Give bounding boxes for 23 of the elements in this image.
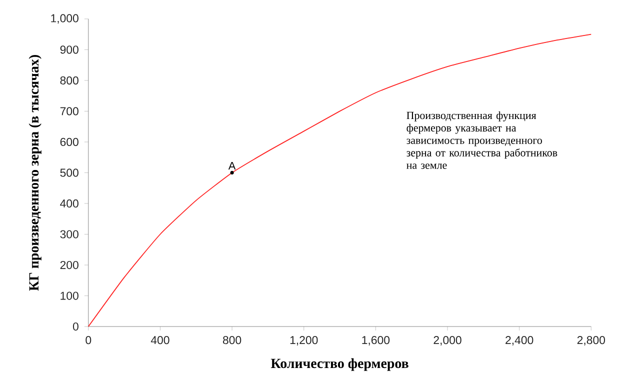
y-tick-label: 700 [60,107,78,116]
y-axis-title: КГ произведенного зерна (в тысячах) [28,54,42,291]
y-tick-label: 900 [60,46,78,54]
x-tick-label: 1,600 [362,336,390,346]
x-tick-label: 800 [222,336,242,344]
y-tick-label: 400 [60,199,78,208]
x-tick-label: 2,000 [434,336,462,346]
x-tick-label: 0 [86,336,92,344]
y-tick-label: 300 [60,230,78,238]
annotation: Производственная функция фермеров указывает на зависимость произведенного зерна от количества работников на земле [406,111,558,169]
y-tick-label: 500 [60,168,78,177]
y-tick-label: 0 [72,322,78,330]
x-tick-label: 400 [150,336,170,344]
y-tick-label: 200 [60,260,78,269]
annotation: A [228,162,236,170]
y-tick-label: 1,000 [51,14,78,24]
x-axis-title: Количество фермеров [270,358,408,371]
y-tick-label: 100 [60,292,78,300]
y-tick-label: 600 [60,138,78,146]
x-tick-label: 2,800 [577,336,606,346]
y-tick-label: 800 [60,76,78,84]
x-tick-label: 1,200 [290,336,318,346]
x-tick-label: 2,400 [506,336,534,346]
